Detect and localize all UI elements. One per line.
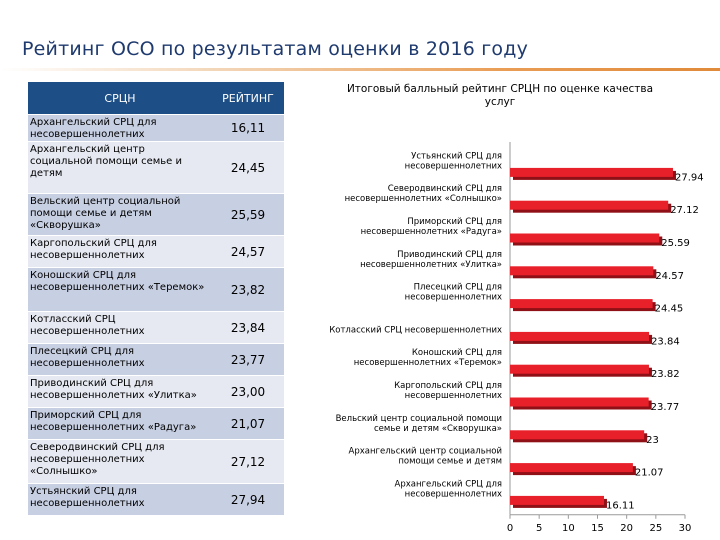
bar [510, 430, 645, 440]
data-label: 16.11 [606, 500, 635, 511]
table-row: Приморский СРЦ для несовершеннолетних «Р… [28, 407, 284, 440]
table-row: Вельский центр социальной помощи семье и… [28, 193, 284, 236]
table-header-row: СРЦН РЕЙТИНГ [28, 82, 284, 115]
category-label: Плесецкий СРЦ для несовершеннолетних [405, 283, 502, 303]
x-tick-label: 0 [507, 523, 513, 534]
data-label: 27.94 [675, 172, 704, 183]
table-cell-rating: 23,82 [210, 267, 284, 312]
table-row: Плесецкий СРЦ для несовершеннолетних 23,7… [28, 343, 284, 376]
table-cell-rating: 16,11 [210, 114, 284, 142]
table-cell-rating: 24,45 [210, 141, 284, 194]
bar [510, 495, 604, 505]
data-label: 23.82 [651, 369, 680, 380]
data-label: 24.45 [655, 304, 684, 315]
category-label: Архангельский центр социальной помощи сем… [349, 447, 502, 467]
x-tick-label: 5 [536, 523, 542, 534]
bar [510, 463, 633, 473]
data-label: 24.57 [655, 271, 684, 282]
category-label: Котласский СРЦ несовершеннолетних [329, 325, 502, 335]
rating-table: СРЦН РЕЙТИНГ Архангельский СРЦ для несов… [28, 82, 284, 516]
table-cell-rating: 27,12 [210, 439, 284, 484]
category-label: Устьянский СРЦ для несовершеннолетних [405, 151, 502, 171]
category-label: Коношский СРЦ для несовершеннолетних «Тер… [354, 348, 502, 368]
rating-bar-chart: Итоговый балльный рейтинг СРЦН по оценке… [329, 83, 704, 534]
data-label: 25.59 [661, 238, 690, 249]
x-tick-label: 25 [649, 523, 662, 534]
category-label: Каргопольский СРЦ для несовершеннолетних [394, 381, 502, 401]
table-body: Архангельский СРЦ для несовершеннолетних… [28, 114, 284, 516]
table-row: Архангельский СРЦ для несовершеннолетних… [28, 114, 284, 142]
category-label: Приводинский СРЦ для несовершеннолетних «… [360, 250, 502, 270]
table-cell-center-name: Архангельский СРЦ для несовершеннолетних [28, 114, 210, 142]
title-divider [0, 68, 720, 71]
table-row: Устьянский СРЦ для несовершеннолетних 27,… [28, 483, 284, 516]
table-cell-rating: 25,59 [210, 193, 284, 236]
data-label: 23.84 [651, 336, 680, 347]
page-title: Рейтинг ОСО по результатам оценки в 2016… [22, 38, 529, 60]
bar [510, 299, 653, 309]
table-row: Северодвинский СРЦ для несовершеннолетни… [28, 439, 284, 484]
data-label: 21.07 [635, 468, 664, 479]
category-label: Приморский СРЦ для несовершеннолетних «Ра… [361, 217, 502, 237]
bar [510, 200, 669, 210]
column-header-center: СРЦН [28, 82, 210, 115]
rating-table-container: СРЦН РЕЙТИНГ Архангельский СРЦ для несов… [28, 82, 284, 516]
table-cell-center-name: Вельский центр социальной помощи семье и… [28, 193, 210, 236]
table-cell-rating: 21,07 [210, 407, 284, 440]
x-tick-label: 30 [679, 523, 692, 534]
table-cell-center-name: Котласский СРЦ несовершеннолетних [28, 311, 210, 344]
column-header-rating: РЕЙТИНГ [210, 82, 284, 115]
table-cell-center-name: Приморский СРЦ для несовершеннолетних «Р… [28, 407, 210, 440]
category-label: Вельский центр социальной помощи семье и … [336, 414, 502, 434]
table-cell-center-name: Северодвинский СРЦ для несовершеннолетни… [28, 439, 210, 484]
x-tick-label: 15 [591, 523, 604, 534]
data-label: 23.77 [651, 402, 680, 413]
table-row: Коношский СРЦ для несовершеннолетних «Те… [28, 267, 284, 312]
bar [510, 364, 649, 374]
table-cell-center-name: Коношский СРЦ для несовершеннолетних «Те… [28, 267, 210, 312]
table-cell-center-name: Приводинский СРЦ для несовершеннолетних … [28, 375, 210, 408]
table-cell-rating: 27,94 [210, 483, 284, 516]
category-label: Северодвинский СРЦ для несовершеннолетних… [345, 184, 502, 204]
table-cell-rating: 23,77 [210, 343, 284, 376]
bar [510, 331, 650, 341]
table-cell-center-name: Архангельский центр социальной помощи се… [28, 141, 210, 194]
bar [510, 266, 654, 276]
table-row: Приводинский СРЦ для несовершеннолетних … [28, 375, 284, 408]
table-cell-center-name: Плесецкий СРЦ для несовершеннолетних [28, 343, 210, 376]
table-row: Архангельский центр социальной помощи се… [28, 141, 284, 194]
table-cell-rating: 23,84 [210, 311, 284, 344]
table-cell-rating: 23,00 [210, 375, 284, 408]
bar [510, 397, 649, 407]
x-tick-label: 20 [620, 523, 633, 534]
chart-title: Итоговый балльный рейтинг СРЦН по оценке… [347, 83, 653, 108]
bar [510, 167, 673, 177]
table-cell-center-name: Устьянский СРЦ для несовершеннолетних [28, 483, 210, 516]
category-label: Архангельский СРЦ для несовершеннолетних [395, 479, 503, 499]
data-label: 23 [646, 435, 659, 446]
table-cell-center-name: Каргопольский СРЦ для несовершеннолетних [28, 235, 210, 268]
data-label: 27.12 [670, 205, 699, 216]
table-row: Котласский СРЦ несовершеннолетних 23,84 [28, 311, 284, 344]
table-cell-rating: 24,57 [210, 235, 284, 268]
table-row: Каргопольский СРЦ для несовершеннолетних… [28, 235, 284, 268]
bar [510, 233, 660, 243]
x-tick-label: 10 [562, 523, 575, 534]
